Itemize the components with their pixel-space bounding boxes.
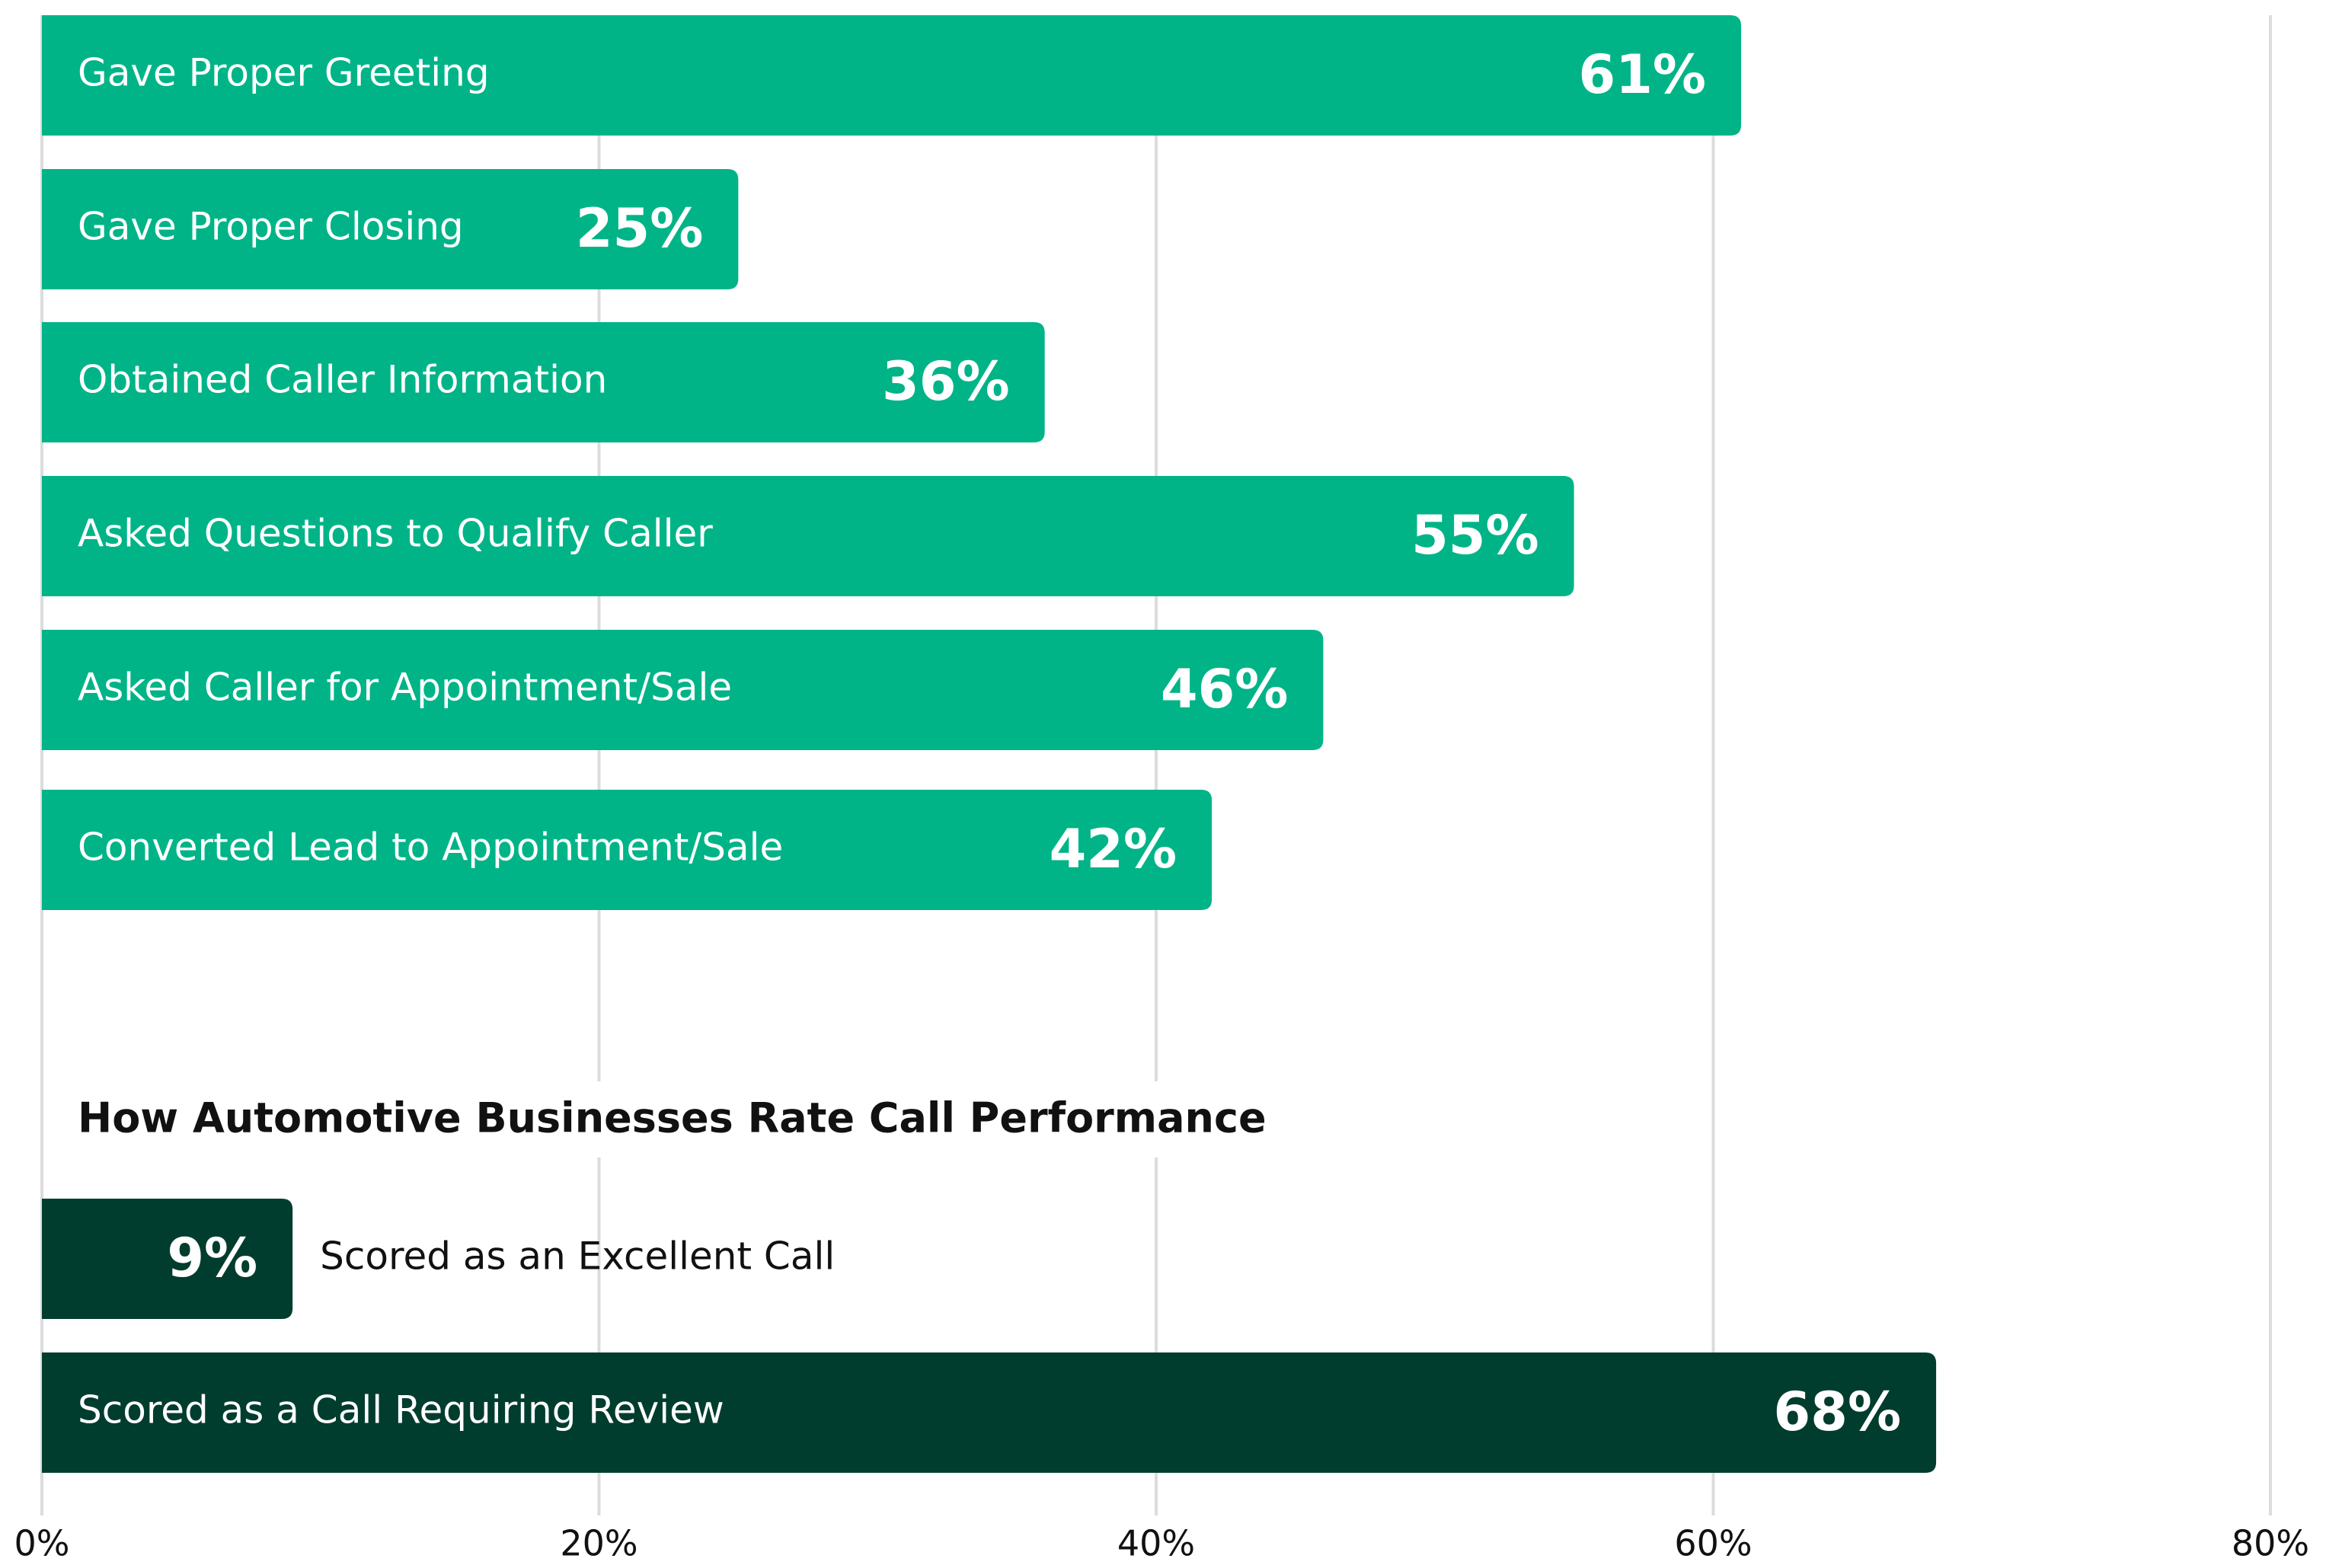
bar	[42, 790, 1213, 910]
category-label: Scored as an Excellent Call	[320, 1234, 835, 1279]
group-title: How Automotive Businesses Rate Call Perf…	[78, 1094, 1267, 1142]
x-tick-label: 20%	[560, 1523, 637, 1564]
bar	[42, 1352, 1937, 1473]
category-label: Gave Proper Closing	[78, 205, 464, 249]
bar	[42, 476, 1574, 596]
x-tick-label: 80%	[2232, 1523, 2309, 1564]
bar	[42, 169, 739, 289]
x-tick-label: 60%	[1674, 1523, 1752, 1564]
value-label: 46%	[1161, 658, 1289, 720]
category-label: Gave Proper Greeting	[78, 51, 490, 95]
bar	[42, 322, 1045, 442]
bar	[42, 1199, 293, 1319]
category-label: Asked Questions to Qualify Caller	[78, 512, 713, 556]
category-label: Asked Caller for Appointment/Sale	[78, 666, 732, 710]
value-label: 42%	[1050, 818, 1177, 880]
value-label: 36%	[882, 350, 1010, 413]
value-label: 61%	[1579, 43, 1707, 106]
value-label: 55%	[1411, 504, 1539, 567]
category-label: Converted Lead to Appointment/Sale	[78, 826, 783, 870]
x-tick-label: 0%	[14, 1523, 70, 1564]
value-label: 9%	[167, 1227, 257, 1289]
value-label: 68%	[1774, 1381, 1902, 1443]
bar	[42, 630, 1324, 750]
bar	[42, 15, 1742, 136]
category-label: Obtained Caller Information	[78, 358, 607, 402]
heading-bg	[69, 1081, 1173, 1158]
x-tick-label: 40%	[1117, 1523, 1195, 1564]
value-label: 25%	[576, 197, 704, 260]
category-label: Scored as a Call Requiring Review	[78, 1388, 724, 1432]
